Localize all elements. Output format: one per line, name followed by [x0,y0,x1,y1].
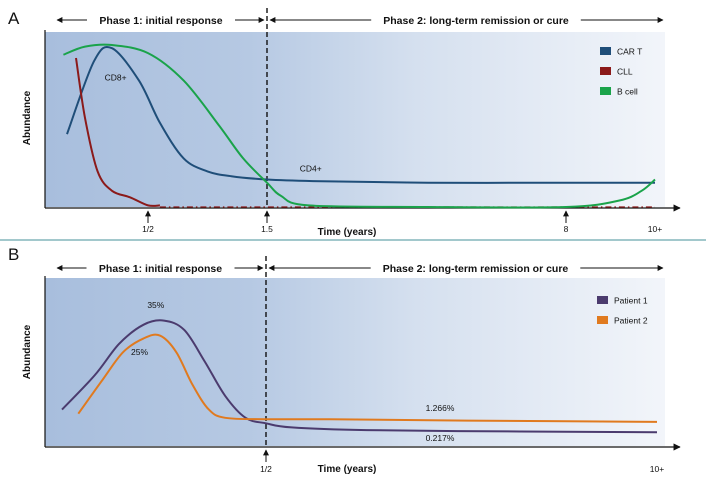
tick-label: 1/2 [260,464,272,474]
tick-label: 10+ [650,464,664,474]
plot-background [45,278,665,446]
panel-a: A Phase 1: initial response Phase 2: long-… [8,8,681,238]
phase-2-label: Phase 2: long-term remission or cure [383,15,569,27]
annotation-label: 35% [147,300,164,310]
series-line-car-t [66,45,655,184]
series-line-patient-1 [61,319,658,434]
series-line-b-cell [63,43,656,209]
tick-label: 1.5 [261,224,273,234]
panel-letter: A [8,9,20,28]
series-line-cll [75,57,160,207]
annotation-label: CD4+ [300,163,322,173]
series-line-patient-2 [77,333,658,423]
legend-swatch [600,47,611,55]
annotation-label: CD8+ [105,73,127,83]
legend-swatch [600,67,611,75]
tick-label: 8 [564,224,569,234]
annotation-label: 25% [131,347,148,357]
legend-swatch [597,296,608,304]
legend-swatch [600,87,611,95]
annotation-label: 0.217% [426,433,455,443]
phase-1-label: Phase 1: initial response [99,263,222,275]
legend-label: Patient 1 [614,296,648,306]
plot-background [45,32,665,207]
annotation-label: 1.266% [426,403,455,413]
y-axis-label: Abundance [22,90,33,145]
legend-swatch [597,316,608,324]
panel-letter: B [8,245,19,264]
y-axis-label: Abundance [22,324,33,379]
phase-2-label: Phase 2: long-term remission or cure [383,263,569,275]
x-axis-label: Time (years) [318,464,377,475]
legend-label: B cell [617,87,638,97]
legend-label: CLL [617,67,633,77]
x-axis-label: Time (years) [318,227,377,238]
phase-1-label: Phase 1: initial response [99,15,222,27]
panel-b: B Phase 1: initial response Phase 2: long-… [8,245,681,475]
legend-label: CAR T [617,47,642,57]
tick-label: 1/2 [142,224,154,234]
tick-label: 10+ [648,224,662,234]
legend-label: Patient 2 [614,316,648,326]
